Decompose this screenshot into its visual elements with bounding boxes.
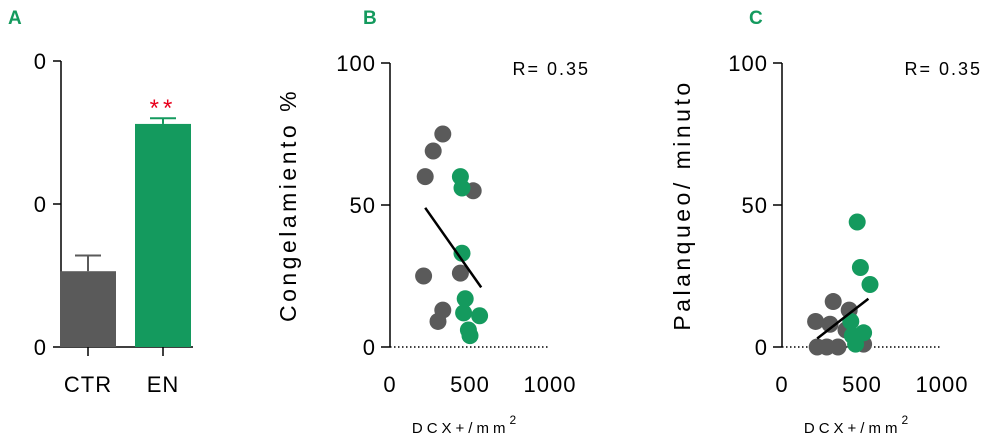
- point-green: [471, 307, 489, 325]
- y-tick-label: 0: [363, 335, 376, 360]
- correlation-label: R= 0.35: [512, 59, 590, 79]
- point-gray: [416, 168, 434, 186]
- point-green: [461, 327, 479, 345]
- x-tick-label: CTR: [64, 372, 112, 397]
- x-axis-title-superscript: 2: [901, 413, 912, 427]
- y-axis-title: Palanqueo/ minuto: [669, 79, 695, 330]
- point-gray: [434, 125, 452, 143]
- regression-line: [816, 297, 870, 340]
- y-axis-title: Congelamiento %: [275, 88, 301, 322]
- point-green: [456, 290, 474, 308]
- point-green: [453, 244, 471, 262]
- panel-c-marks: [807, 213, 879, 356]
- bar-ctr: [60, 271, 116, 347]
- panel-a: A 0 0 0 CTR EN **: [8, 8, 193, 397]
- point-gray: [824, 293, 842, 311]
- x-tick-label: EN: [147, 372, 180, 397]
- panel-c-letter: C: [749, 8, 763, 29]
- point-gray: [415, 267, 433, 285]
- x-axis-title-superscript: 2: [509, 413, 520, 427]
- point-gray: [451, 264, 469, 282]
- point-green: [847, 335, 865, 353]
- x-axis-title: DCX+/mm2: [804, 413, 912, 437]
- y-tick-label: 100: [728, 51, 768, 76]
- panel-b-marks: [415, 125, 489, 345]
- point-green: [861, 276, 879, 294]
- point-green: [851, 258, 869, 276]
- point-gray: [807, 312, 825, 330]
- y-tick-label: 0: [34, 335, 47, 360]
- panel-a-letter: A: [8, 8, 22, 29]
- point-gray: [821, 315, 839, 333]
- x-tick-label: 500: [842, 372, 882, 397]
- point-gray: [829, 338, 847, 356]
- x-tick-label: 1000: [524, 372, 577, 397]
- y-tick-label: 50: [742, 193, 768, 218]
- x-tick-label: 0: [775, 372, 788, 397]
- x-tick-label: 0: [383, 372, 396, 397]
- correlation-label: R= 0.35: [904, 59, 982, 79]
- y-tick-label: 0: [34, 192, 47, 217]
- y-tick-label: 100: [336, 51, 376, 76]
- x-axis-title-text: DCX+/mm: [804, 420, 902, 437]
- y-tick-label: 0: [755, 335, 768, 360]
- x-axis-title: DCX+/mm2: [412, 413, 520, 437]
- panel-b-letter: B: [363, 8, 377, 29]
- point-green: [455, 304, 473, 322]
- point-green: [453, 179, 471, 197]
- y-tick-label: 50: [350, 193, 376, 218]
- point-gray: [424, 142, 442, 160]
- regression-line: [424, 207, 483, 289]
- y-tick-label: 0: [34, 49, 47, 74]
- panel-a-axes: 0 0 0 CTR EN: [34, 49, 193, 397]
- bar-en: [135, 123, 191, 347]
- panel-a-bars: **: [60, 95, 191, 347]
- x-tick-label: 1000: [916, 372, 969, 397]
- point-gray: [429, 312, 447, 330]
- point-green: [848, 213, 866, 231]
- significance-stars: **: [150, 95, 177, 122]
- x-axis-title-text: DCX+/mm: [412, 420, 510, 437]
- x-tick-label: 500: [450, 372, 490, 397]
